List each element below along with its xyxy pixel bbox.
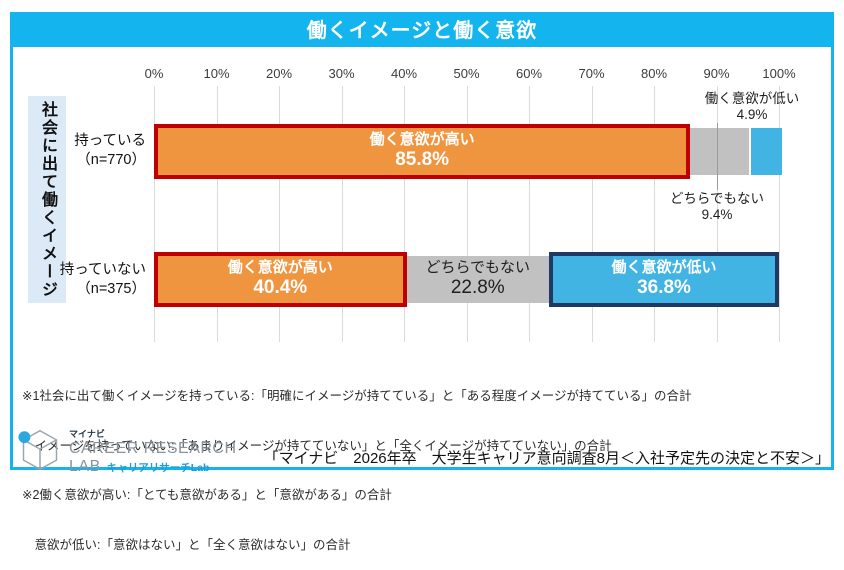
gridline-10 [216,86,218,342]
footnote-2: イメージを持っていない:「あまりイメージが持てていない」と「全くイメージが持てて… [22,438,612,453]
footnote-4: 意欲が低い:「意欲はない」と「全く意欲はない」の合計 [22,537,351,552]
category-row1-n: （n=770） [76,152,146,168]
logo-career-research-label: CAREER RESEARCH [69,440,237,457]
gridline-60 [529,86,530,342]
gridline-70 [591,86,593,342]
career-research-lab-logo: マイナビ CAREER RESEARCH LAB キャリアリサーチLab [18,428,237,477]
gridline-80 [654,86,655,342]
category-row2-n: （n=375） [76,281,146,297]
category-label-row1: 持っている （n=770） [56,132,146,170]
x-tick-0: 0% [144,66,164,81]
footnote-3: ※2働く意欲が高い:「とても意欲がある」と「意欲がある」の合計 [22,488,392,502]
bar-row-1: 働く意欲が高い 85.8% [154,123,782,179]
x-tick-80: 80% [640,66,668,81]
gridline-20 [279,86,280,342]
x-tick-70: 70% [578,66,605,81]
bar1-high-label: 働く意欲が高い [369,131,475,148]
bar2-segment-high-motivation: 働く意欲が高い 40.4% [154,251,407,307]
gridline-40 [404,86,405,342]
y-axis-group-band: 社会に出て働くイメージ [28,96,66,303]
callout-neutral-row1-value: 9.4% [701,206,733,222]
x-tick-20: 20% [265,66,293,81]
footnote-1: ※1社会に出て働くイメージを持っている:「明確にイメージが持てている」と「ある程… [22,389,692,403]
source-citation: 「マイナビ 2026年卒 大学生キャリア意向調査8月＜入社予定先の決定と不安＞」 [263,450,830,467]
gridline-100 [779,86,780,342]
callout-low-row1-label: 働く意欲が低い [704,91,800,106]
callout-neutral-row1: どちらでもない 9.4% [661,191,773,222]
x-tick-100: 100% [762,66,796,81]
logo-text: マイナビ CAREER RESEARCH LAB キャリアリサーチLab [69,430,237,475]
bar2-high-label: 働く意欲が高い [227,259,333,276]
chart-title: 働くイメージと働く意欲 [306,19,538,42]
bar2-segment-neutral: どちらでもない 22.8% [406,255,549,303]
bar-row-2: 働く意欲が高い 40.4% どちらでもない 22.8% 働く意欲が低い 36.8… [154,251,779,307]
x-tick-50: 50% [453,66,480,81]
bar1-segment-neutral [690,127,749,175]
bar1-high-value: 85.8% [395,149,450,170]
x-tick-10: 10% [203,66,230,81]
logo-jp-label: キャリアリサーチLab [106,462,210,474]
gridline-90 [716,86,718,342]
gridline-50 [466,86,468,342]
logo-mynavi-label: マイナビ [69,429,105,439]
cube-logo-icon [18,428,62,477]
bar2-neutral-label: どちらでもない [425,259,531,276]
bar2-neutral-value: 22.8% [450,277,505,298]
bar2-low-label: 働く意欲が低い [611,259,717,276]
category-row1-name: 持っている [74,133,146,149]
gridline-0 [154,86,155,342]
x-tick-40: 40% [390,66,418,81]
callout-neutral-row1-label: どちらでもない [669,191,765,206]
logo-lab-label: LAB [69,458,101,475]
bar2-high-value: 40.4% [253,277,308,298]
y-axis-group-label: 社会に出て働くイメージ [39,100,56,299]
bar2-low-value: 36.8% [637,277,691,298]
gridline-30 [341,86,343,342]
chart-title-bar: 働くイメージと働く意欲 [10,12,834,44]
bar1-segment-low-motivation [751,127,782,175]
callout-low-row1-value: 4.9% [736,106,768,122]
bar2-segment-low-motivation: 働く意欲が低い 36.8% [549,251,779,307]
x-tick-60: 60% [515,66,543,81]
x-tick-30: 30% [328,66,355,81]
callout-leader-line [716,123,718,190]
category-label-row2: 持っていない （n=375） [56,261,146,299]
category-row2-name: 持っていない [59,262,146,278]
bar1-segment-high-motivation: 働く意欲が高い 85.8% [154,123,691,179]
callout-low-row1: 働く意欲が低い 4.9% [696,91,808,122]
x-tick-90: 90% [703,66,730,81]
